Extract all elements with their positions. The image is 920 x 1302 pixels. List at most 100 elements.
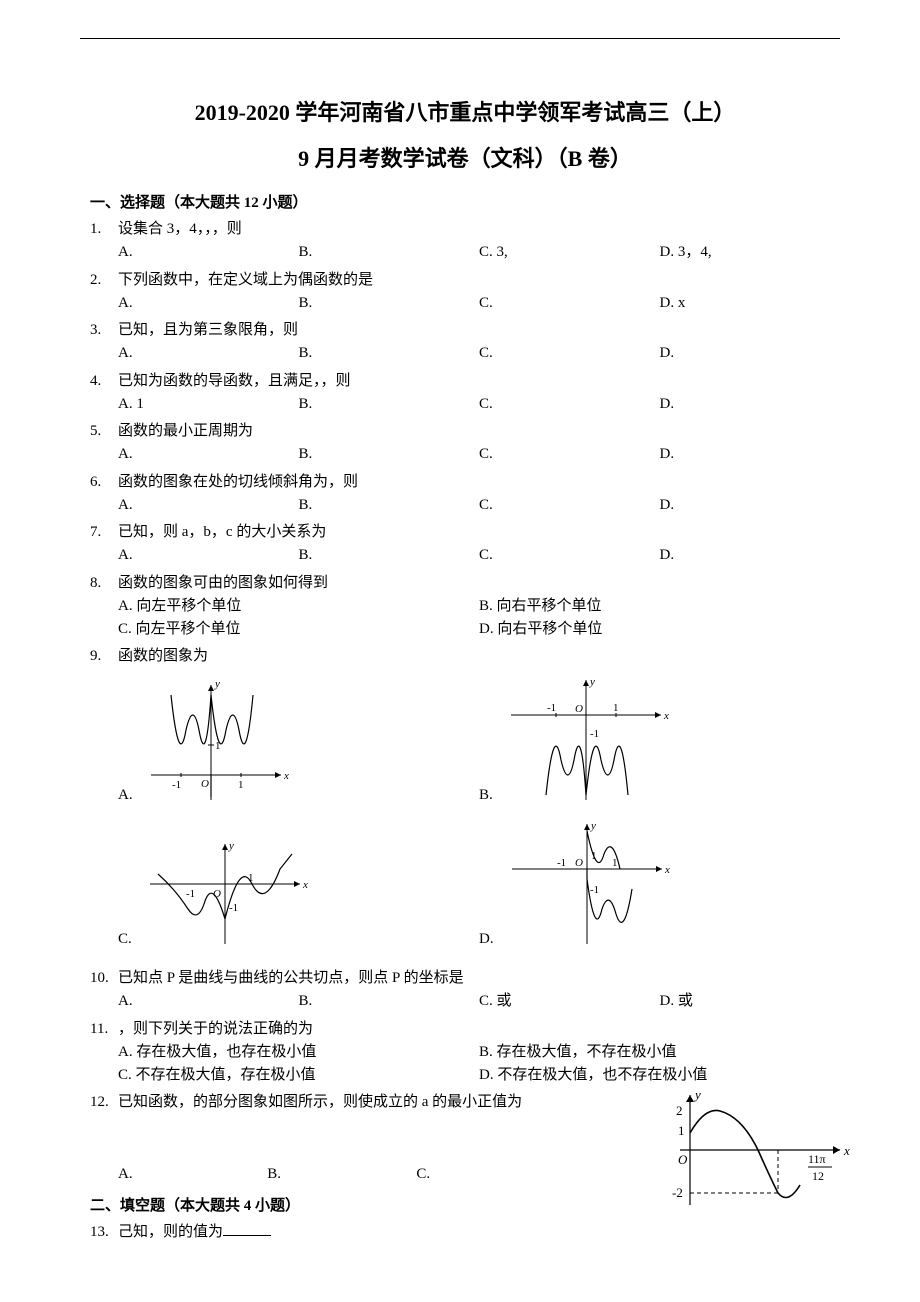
choice-b: B.: [299, 990, 480, 1013]
question-stem: 已知为函数的导函数，且满足，，则: [118, 370, 840, 393]
choice-c: C. 或: [479, 990, 660, 1013]
svg-text:1: 1: [678, 1123, 685, 1138]
choice-row: A. B. C. 或 D. 或: [118, 990, 840, 1013]
graph-choice-d: D. x y O -1 1 1 -1: [479, 819, 840, 957]
choice-b: B.: [299, 342, 480, 365]
fill-blank: [223, 1221, 271, 1236]
svg-text:-1: -1: [172, 779, 181, 791]
question-12: 12. 已知函数，的部分图象如图所示，则使成立的 a 的最小正值为 x y O …: [90, 1091, 840, 1186]
choice-c: C.: [479, 544, 660, 567]
choice-row: A. 1 B. C. D.: [118, 393, 840, 416]
question-num: 8.: [90, 572, 101, 595]
question-13: 13. 己知，则的值为: [90, 1221, 840, 1244]
choice-a: A. 存在极大值，也存在极小值: [118, 1041, 479, 1064]
choice-a: A. 向左平移个单位: [118, 595, 479, 618]
choice-a: A.: [118, 494, 299, 517]
question-8: 8. 函数的图象可由的图象如何得到 A. 向左平移个单位 B. 向右平移个单位 …: [90, 572, 840, 642]
choice-d: D.: [660, 393, 841, 416]
svg-text:y: y: [589, 676, 595, 688]
graph-choice-b: B. x y O -1 1 -1: [479, 675, 840, 813]
choice-b: B. 存在极大值，不存在极小值: [479, 1041, 840, 1064]
choice-b: B.: [299, 393, 480, 416]
question-num: 9.: [90, 645, 101, 668]
choice-b: B.: [267, 1163, 416, 1186]
question-num: 7.: [90, 521, 101, 544]
svg-text:-1: -1: [186, 888, 195, 900]
choice-a: A.: [118, 544, 299, 567]
question-10: 10. 已知点 P 是曲线与曲线的公共切点，则点 P 的坐标是 A. B. C.…: [90, 967, 840, 1014]
choice-row: A. B. C.: [118, 1163, 566, 1186]
choice-c: C.: [479, 292, 660, 315]
svg-text:O: O: [678, 1152, 688, 1167]
svg-text:12: 12: [812, 1169, 824, 1183]
graph-choice-a: A. x y O -1 1 1: [118, 675, 479, 813]
question-num: 11.: [90, 1018, 108, 1041]
choice-c: C.: [479, 342, 660, 365]
choice-c: C.: [479, 494, 660, 517]
title-line1: 2019-2020 学年河南省八市重点中学领军考试高三（上）: [90, 96, 840, 129]
graph-a-svg: x y O -1 1 1: [141, 675, 291, 813]
choice-a: A.: [118, 292, 299, 315]
header-rule: [80, 38, 840, 39]
question-2: 2. 下列函数中，在定义域上为偶函数的是 A. B. C. D. x: [90, 269, 840, 316]
question-num: 4.: [90, 370, 101, 393]
svg-text:-1: -1: [590, 728, 599, 740]
question-5: 5. 函数的最小正周期为 A. B. C. D.: [90, 420, 840, 467]
choice-row: A. B. C. D.: [118, 342, 840, 365]
choice-d: D. x: [660, 292, 841, 315]
choice-d: D.: [660, 494, 841, 517]
choice-c: C. 3,: [479, 241, 660, 264]
svg-text:-1: -1: [590, 884, 599, 896]
choice-a: A.: [118, 241, 299, 264]
choice-d: D.: [660, 544, 841, 567]
section1-header: 一、选择题（本大题共 12 小题）: [90, 191, 840, 212]
choice-c: C. 向左平移个单位: [118, 618, 479, 641]
svg-text:y: y: [228, 840, 234, 852]
question-stem: ，则下列关于的说法正确的为: [118, 1018, 840, 1041]
svg-text:O: O: [575, 857, 583, 869]
question-3: 3. 已知，且为第三象限角，则 A. B. C. D.: [90, 319, 840, 366]
svg-text:1: 1: [215, 740, 221, 752]
svg-text:x: x: [843, 1143, 850, 1158]
svg-text:-1: -1: [547, 702, 556, 714]
choice-b: B. 向右平移个单位: [479, 595, 840, 618]
svg-text:-1: -1: [557, 857, 566, 869]
question-stem: 已知点 P 是曲线与曲线的公共切点，则点 P 的坐标是: [118, 967, 840, 990]
choice-a: A.: [118, 990, 299, 1013]
choice-row: A. B. C. D.: [118, 494, 840, 517]
choice-d: D. 或: [660, 990, 841, 1013]
question-num: 6.: [90, 471, 101, 494]
svg-text:x: x: [663, 710, 669, 722]
question-stem: 函数的图象可由的图象如何得到: [118, 572, 840, 595]
choice-label-d: D.: [479, 928, 494, 957]
graph-choice-c: C. x y O -1 1 -1: [118, 819, 479, 957]
question-num: 10.: [90, 967, 109, 990]
title-line2: 9 月月考数学试卷（文科）（B 卷）: [90, 141, 840, 173]
choice-a: A.: [118, 1163, 267, 1186]
choice-b: B.: [299, 544, 480, 567]
choice-d: D. 向右平移个单位: [479, 618, 840, 641]
choice-label-b: B.: [479, 784, 493, 813]
choice-row: A. B. C. D.: [118, 443, 840, 466]
question-num: 13.: [90, 1221, 109, 1244]
choice-b: B.: [299, 443, 480, 466]
choice-a: A.: [118, 443, 299, 466]
q12-figure: x y O 2 1 -2 11π 12: [660, 1085, 850, 1223]
choice-row: A. B. C. D. x: [118, 292, 840, 315]
choice-b: B.: [299, 241, 480, 264]
choice-label-c: C.: [118, 928, 132, 957]
svg-text:2: 2: [676, 1103, 683, 1118]
svg-text:-1: -1: [229, 902, 238, 914]
question-1: 1. 设集合 3，4，，，则 A. B. C. 3, D. 3，4,: [90, 218, 840, 265]
question-num: 12.: [90, 1091, 109, 1114]
graph-choice-grid: A. x y O -1 1 1: [118, 675, 840, 964]
choice-row: C. 向左平移个单位 D. 向右平移个单位: [118, 618, 840, 641]
question-num: 2.: [90, 269, 101, 292]
graph-c-svg: x y O -1 1 -1: [140, 839, 310, 957]
question-stem: 函数的最小正周期为: [118, 420, 840, 443]
question-num: 3.: [90, 319, 101, 342]
question-stem: 下列函数中，在定义域上为偶函数的是: [118, 269, 840, 292]
svg-text:1: 1: [612, 857, 618, 869]
question-6: 6. 函数的图象在处的切线倾斜角为，则 A. B. C. D.: [90, 471, 840, 518]
choice-row: A. B. C. D.: [118, 544, 840, 567]
